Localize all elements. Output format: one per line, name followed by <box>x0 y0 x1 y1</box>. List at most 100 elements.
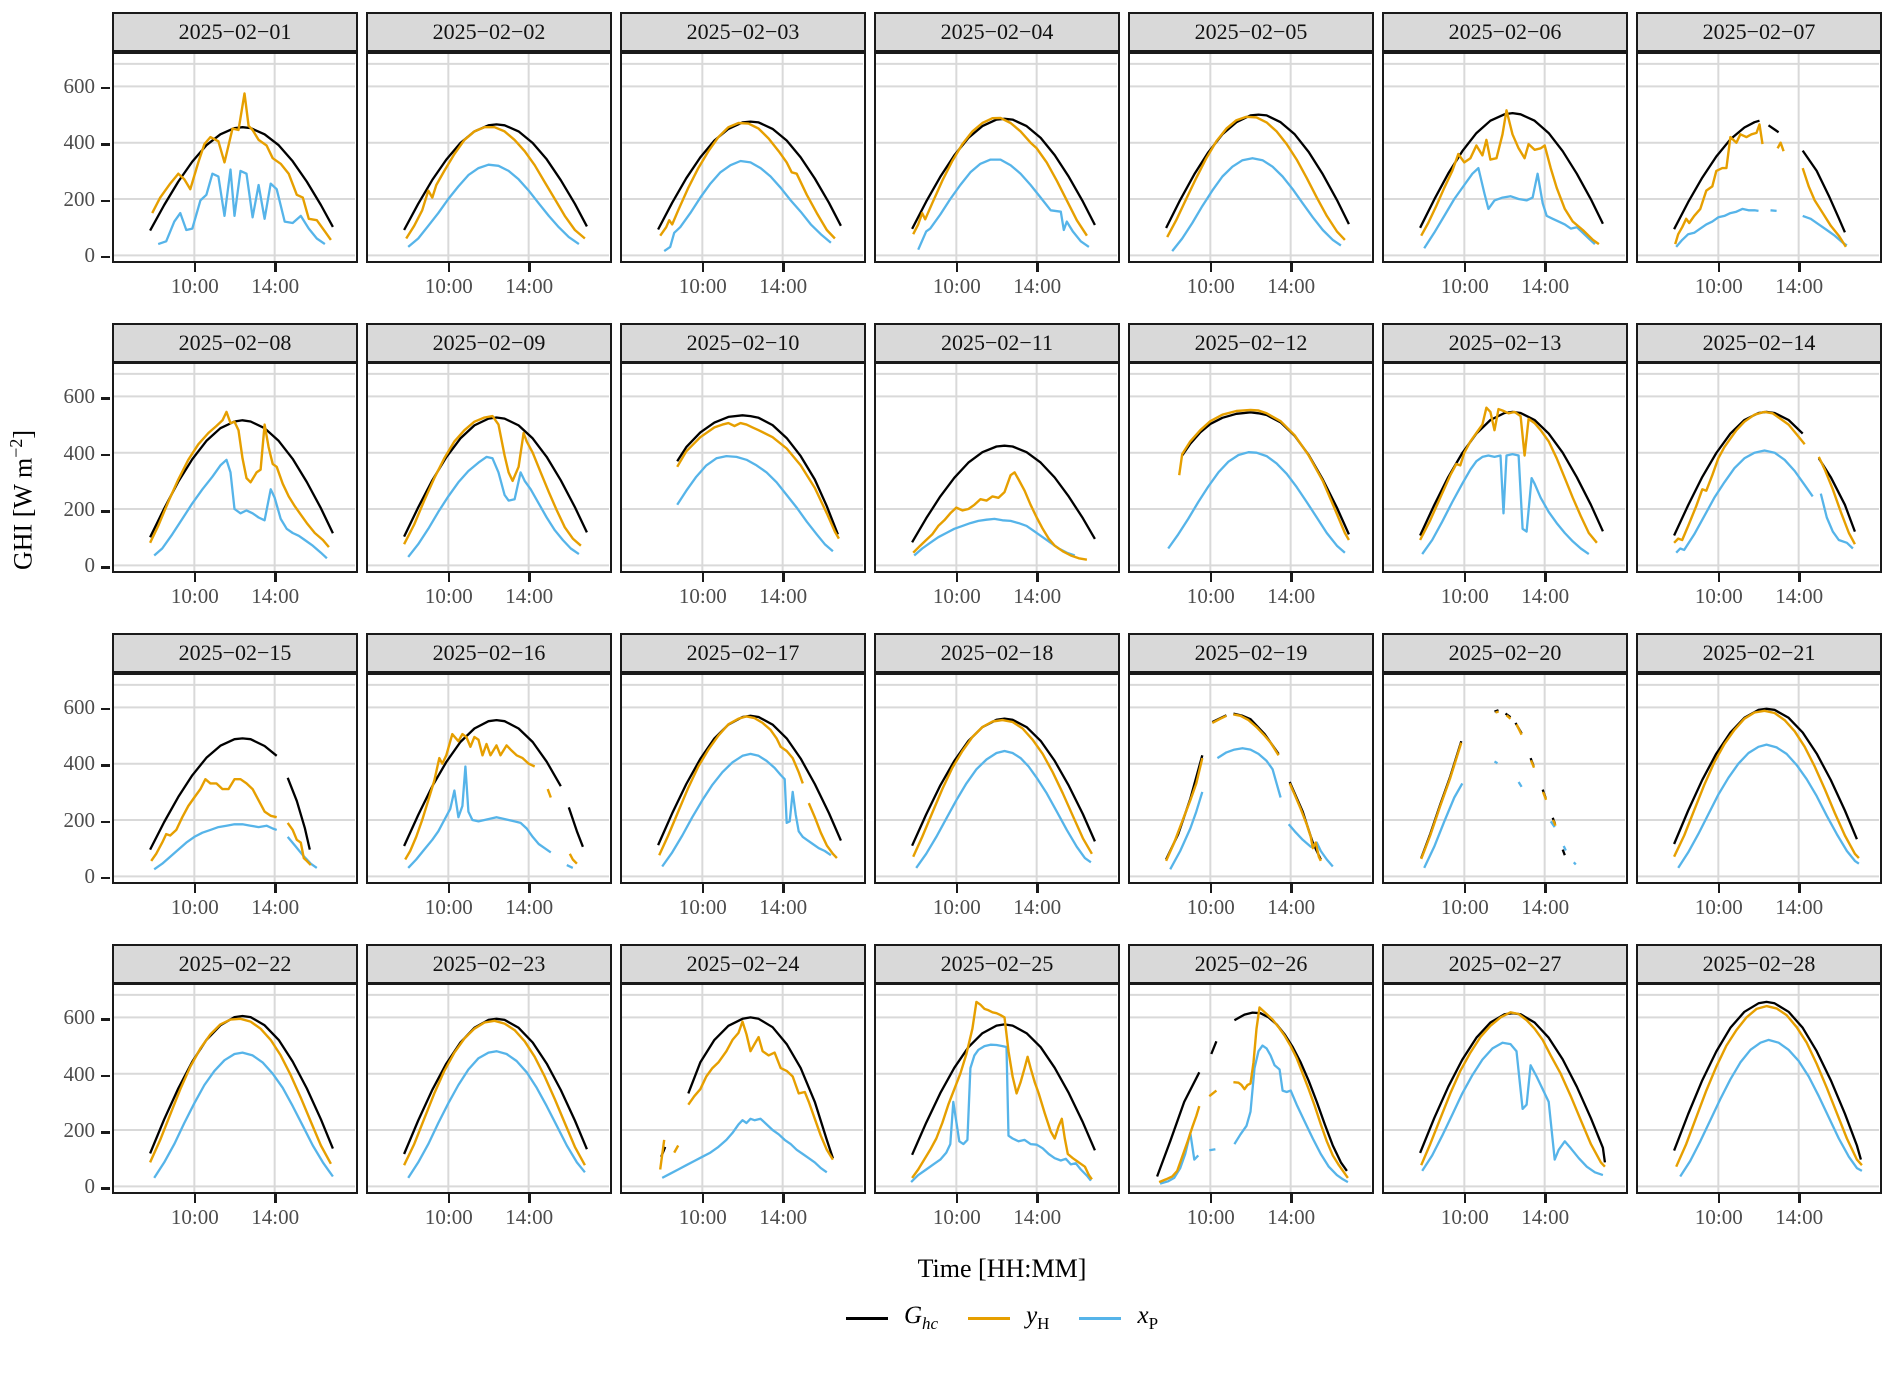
x-tick-mark <box>1036 883 1039 893</box>
x-tick-mark <box>528 262 531 272</box>
line-yh <box>150 777 312 866</box>
facet-panel <box>620 51 866 263</box>
x-tick-mark <box>782 1194 785 1203</box>
line-xp <box>663 159 832 252</box>
x-tick-mark <box>528 883 531 893</box>
facet-cell: 2025−02−21 10:00 14:00 <box>1636 633 1882 938</box>
facet-cell: 2025−02−09 10:00 14:00 <box>366 322 612 628</box>
facet-panel <box>1636 362 1882 573</box>
x-tick-label: 14:00 <box>251 1205 300 1229</box>
facet-panel <box>1382 362 1628 573</box>
line-yh <box>912 471 1088 561</box>
y-tick-mark <box>101 510 110 513</box>
x-tick-label: 14:00 <box>1521 1205 1570 1229</box>
x-tick-label: 10:00 <box>678 894 727 919</box>
facet-plot <box>368 53 609 261</box>
facet-strip: 2025−02−25 <box>874 943 1120 984</box>
x-tick-label: 10:00 <box>1694 273 1743 298</box>
facet-cell: 2025−02−06 10:00 14:00 <box>1382 12 1628 317</box>
facet-plot <box>876 985 1117 1192</box>
facet-plot <box>1130 364 1371 571</box>
x-tick-label: 14:00 <box>1267 1205 1316 1229</box>
x-tick-label: 14:00 <box>505 273 554 298</box>
x-tick-label: 14:00 <box>759 1205 808 1229</box>
facet-title: 2025−02−19 <box>1194 640 1308 665</box>
facet-title: 2025−02−14 <box>1702 329 1816 355</box>
x-tick-mark <box>1544 1194 1547 1203</box>
facet-cell: 2025−02−20 10:00 14:00 <box>1382 633 1628 938</box>
x-tick-label: 14:00 <box>251 894 300 919</box>
facet-panel <box>112 983 358 1194</box>
facet-title: 2025−02−11 <box>941 329 1053 355</box>
facet-cell: 2025−02−24 10:00 14:00 <box>620 943 866 1249</box>
line-yh <box>149 1017 332 1165</box>
line-xp <box>407 1050 586 1179</box>
x-tick-mark <box>1717 1194 1721 1203</box>
facet-panel <box>1382 983 1628 1194</box>
facet-plot <box>622 674 863 882</box>
line-yh <box>149 410 330 548</box>
facet-plot <box>1384 364 1625 571</box>
y-tick-label: 600 <box>63 384 96 409</box>
x-tick-label: 14:00 <box>505 1205 554 1229</box>
facet-x-axis: 10:00 14:00 <box>874 883 1120 938</box>
x-tick-mark <box>955 573 959 582</box>
facet-strip: 2025−02−05 <box>1128 12 1374 52</box>
y-tick-mark <box>101 86 110 90</box>
line-xp <box>1679 1038 1863 1178</box>
x-tick-mark <box>193 883 197 893</box>
facet-plot <box>1638 53 1879 261</box>
facet-panel <box>112 51 358 263</box>
y-tick-mark <box>101 453 110 457</box>
line-yh <box>405 125 586 239</box>
x-tick-mark <box>1290 262 1293 272</box>
x-tick-label: 14:00 <box>1775 584 1824 608</box>
facet-x-axis: 10:00 14:00 <box>620 1194 866 1248</box>
facet-strip: 2025−02−13 <box>1382 322 1628 363</box>
y-tick-mark <box>101 1074 110 1078</box>
x-tick-label: 14:00 <box>1013 1205 1062 1229</box>
facet-x-axis: 10:00 14:00 <box>1636 573 1882 627</box>
line-yh <box>1420 709 1557 859</box>
facet-row: 600 400 200 0 2025−02−15 10:00 14:00 2025−02−16… <box>0 633 1892 938</box>
x-tick-mark <box>1544 883 1547 893</box>
x-tick-mark <box>955 1194 959 1203</box>
y-tick-label: 400 <box>63 751 96 776</box>
facet-x-axis: 10:00 14:00 <box>620 883 866 938</box>
faceted-ghi-figure: GHI [W m−2] 600 400 200 0 2025−02−01 10:00 14:… <box>0 12 1892 1333</box>
line-ghc <box>1673 1000 1863 1160</box>
facet-plot <box>368 985 609 1192</box>
legend-line-xp <box>1079 1316 1122 1320</box>
facet-strip: 2025−02−02 <box>366 12 612 52</box>
facet-plot <box>114 674 355 882</box>
line-ghc <box>911 717 1096 846</box>
facet-panel <box>366 51 612 263</box>
facet-strip: 2025−02−17 <box>620 633 866 673</box>
line-ghc <box>149 125 334 231</box>
x-tick-label: 10:00 <box>170 273 219 298</box>
facet-title: 2025−02−24 <box>686 950 800 976</box>
facet-panel <box>1128 362 1374 573</box>
facet-panel <box>874 362 1120 573</box>
x-tick-label: 10:00 <box>170 894 219 919</box>
facet-title: 2025−02−28 <box>1702 950 1816 976</box>
line-xp <box>407 455 580 558</box>
facet-plot <box>1638 364 1879 571</box>
facet-panel <box>1636 672 1882 884</box>
line-xp <box>915 749 1092 869</box>
facet-panel <box>620 983 866 1194</box>
facet-cell: 2025−02−07 10:00 14:00 <box>1636 12 1882 317</box>
facet-panel <box>620 362 866 573</box>
y-tick-mark <box>101 566 110 569</box>
y-tick-label: 400 <box>63 130 96 155</box>
line-ghc <box>403 122 588 231</box>
facet-plot <box>1638 985 1879 1192</box>
line-yh <box>658 714 838 859</box>
y-tick-mark <box>101 707 110 711</box>
facet-x-axis: 10:00 14:00 <box>1128 262 1374 317</box>
x-tick-label: 10:00 <box>1440 894 1489 919</box>
x-tick-mark <box>528 1194 531 1203</box>
facet-cell: 2025−02−26 10:00 14:00 <box>1128 943 1374 1249</box>
line-xp <box>1421 1041 1604 1177</box>
x-tick-label: 14:00 <box>1521 584 1570 608</box>
